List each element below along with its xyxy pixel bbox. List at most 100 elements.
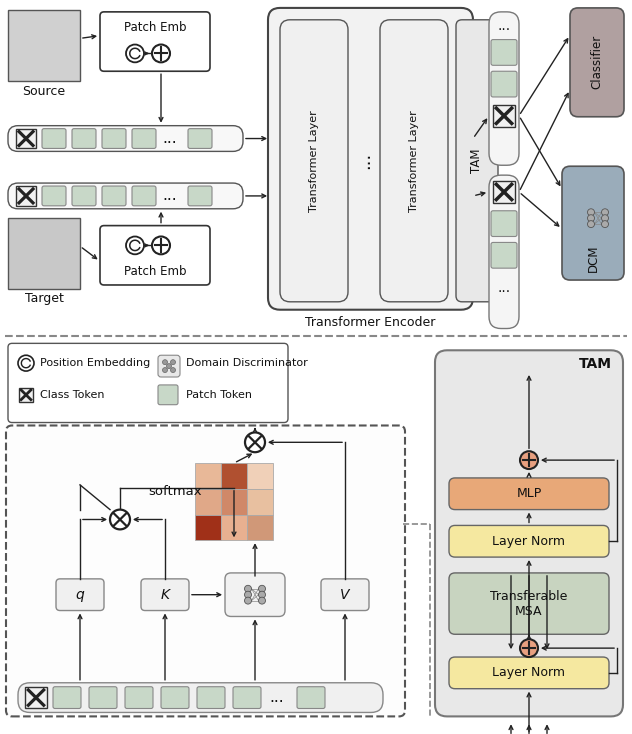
Bar	[195, 463, 221, 489]
FancyBboxPatch shape	[233, 687, 261, 708]
Bar	[8, 10, 80, 81]
FancyBboxPatch shape	[102, 186, 126, 206]
Text: Transformer Encoder: Transformer Encoder	[305, 316, 435, 329]
Circle shape	[245, 591, 252, 598]
Circle shape	[126, 236, 144, 254]
FancyBboxPatch shape	[8, 344, 288, 423]
Circle shape	[171, 360, 176, 365]
Circle shape	[126, 45, 144, 62]
Bar	[16, 186, 36, 206]
Circle shape	[152, 45, 170, 62]
Text: ...: ...	[355, 152, 373, 170]
FancyBboxPatch shape	[491, 40, 517, 65]
Circle shape	[245, 585, 252, 592]
Bar	[25, 687, 47, 708]
FancyBboxPatch shape	[125, 687, 153, 708]
Circle shape	[162, 368, 167, 373]
Circle shape	[171, 368, 176, 373]
Text: Class Token: Class Token	[40, 390, 104, 400]
FancyBboxPatch shape	[6, 426, 405, 716]
Bar	[221, 515, 247, 540]
FancyBboxPatch shape	[89, 687, 117, 708]
Text: V: V	[340, 588, 349, 602]
Circle shape	[602, 208, 609, 216]
Text: Layer Norm: Layer Norm	[492, 535, 566, 548]
Circle shape	[520, 451, 538, 469]
Circle shape	[110, 509, 130, 529]
Bar	[247, 515, 273, 540]
Circle shape	[588, 208, 595, 216]
FancyBboxPatch shape	[8, 126, 243, 151]
FancyBboxPatch shape	[100, 12, 210, 71]
FancyBboxPatch shape	[100, 225, 210, 285]
Bar	[195, 515, 221, 540]
FancyBboxPatch shape	[491, 242, 517, 268]
FancyBboxPatch shape	[321, 579, 369, 611]
Text: Domain Discriminator: Domain Discriminator	[186, 358, 308, 368]
Text: MLP: MLP	[516, 487, 542, 501]
FancyBboxPatch shape	[280, 20, 348, 302]
Text: Target: Target	[25, 292, 63, 305]
FancyBboxPatch shape	[570, 8, 624, 117]
Bar	[19, 388, 33, 401]
FancyBboxPatch shape	[132, 186, 156, 206]
Circle shape	[602, 215, 609, 222]
FancyBboxPatch shape	[188, 186, 212, 206]
Bar	[16, 128, 36, 148]
Text: softmax: softmax	[148, 485, 202, 498]
FancyBboxPatch shape	[72, 186, 96, 206]
Text: ...: ...	[162, 189, 178, 203]
FancyBboxPatch shape	[158, 355, 180, 377]
Text: q: q	[76, 588, 85, 602]
Circle shape	[588, 215, 595, 222]
FancyBboxPatch shape	[132, 128, 156, 148]
FancyBboxPatch shape	[42, 186, 66, 206]
Text: Patch Emb: Patch Emb	[124, 265, 186, 277]
Text: DCM: DCM	[586, 244, 600, 272]
Circle shape	[152, 236, 170, 254]
Circle shape	[258, 585, 265, 592]
Text: TAM: TAM	[470, 148, 483, 173]
FancyBboxPatch shape	[141, 579, 189, 611]
FancyBboxPatch shape	[456, 20, 498, 302]
Circle shape	[18, 355, 34, 371]
Text: ...: ...	[497, 281, 511, 295]
FancyBboxPatch shape	[18, 683, 383, 713]
Text: Position Embedding: Position Embedding	[40, 358, 150, 368]
Circle shape	[588, 221, 595, 228]
Text: TAM: TAM	[578, 357, 612, 371]
Bar	[221, 463, 247, 489]
FancyBboxPatch shape	[449, 657, 609, 688]
Text: Classifier: Classifier	[590, 35, 604, 90]
FancyBboxPatch shape	[72, 128, 96, 148]
Bar	[247, 489, 273, 515]
FancyBboxPatch shape	[562, 166, 624, 280]
FancyBboxPatch shape	[225, 573, 285, 617]
Text: ...: ...	[497, 19, 511, 33]
Circle shape	[258, 591, 265, 598]
Text: Layer Norm: Layer Norm	[492, 666, 566, 680]
FancyBboxPatch shape	[449, 526, 609, 557]
Text: Transformer Layer: Transformer Layer	[409, 110, 419, 211]
FancyBboxPatch shape	[491, 211, 517, 236]
Bar	[493, 181, 515, 203]
Text: Patch Emb: Patch Emb	[124, 21, 186, 34]
Bar	[221, 489, 247, 515]
Circle shape	[602, 221, 609, 228]
FancyBboxPatch shape	[297, 687, 325, 708]
Circle shape	[166, 363, 171, 368]
FancyBboxPatch shape	[380, 20, 448, 302]
FancyBboxPatch shape	[491, 71, 517, 97]
Text: ...: ...	[270, 690, 284, 705]
FancyBboxPatch shape	[42, 128, 66, 148]
FancyBboxPatch shape	[489, 12, 519, 165]
FancyBboxPatch shape	[161, 687, 189, 708]
Bar	[8, 218, 80, 289]
FancyBboxPatch shape	[53, 687, 81, 708]
Text: Transformer Layer: Transformer Layer	[309, 110, 319, 211]
FancyBboxPatch shape	[449, 573, 609, 634]
FancyBboxPatch shape	[268, 8, 473, 310]
Circle shape	[520, 639, 538, 657]
FancyBboxPatch shape	[449, 478, 609, 509]
Text: Patch Token: Patch Token	[186, 390, 252, 400]
